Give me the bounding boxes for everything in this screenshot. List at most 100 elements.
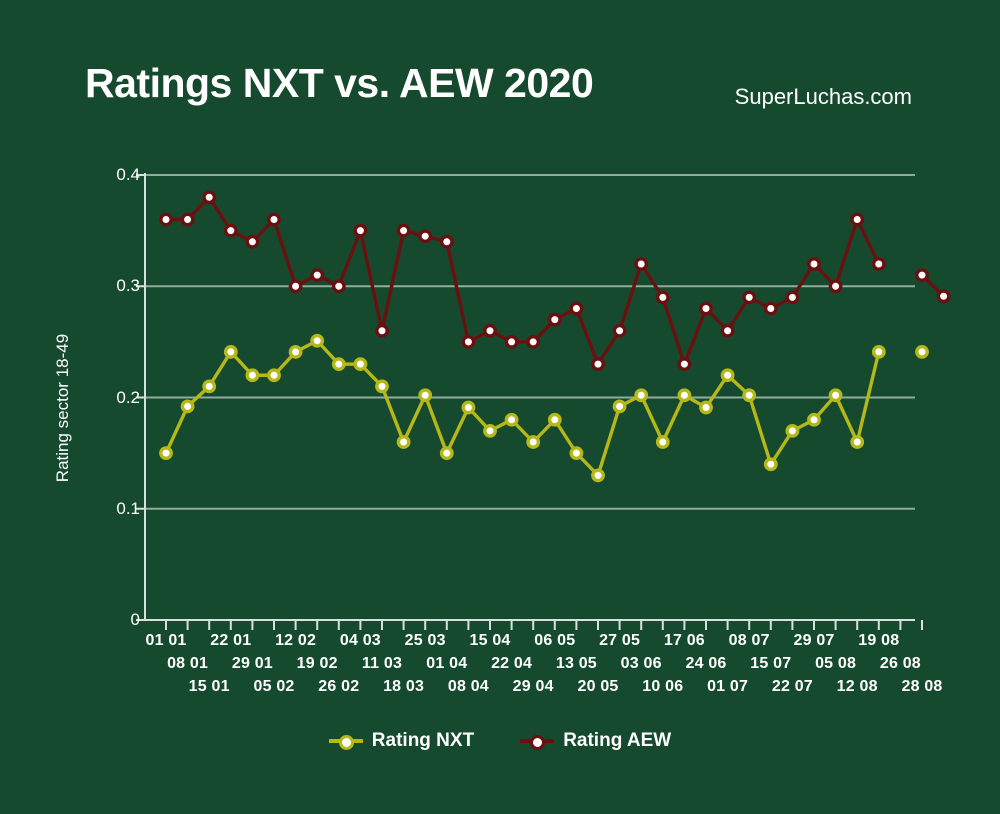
data-point-marker	[288, 344, 303, 359]
x-tick-label: 27 05	[599, 632, 641, 649]
data-point-marker	[180, 212, 195, 227]
x-tick-label: 29 04	[512, 678, 554, 695]
data-point-marker	[742, 290, 757, 305]
x-tick-label: 26 08	[879, 655, 921, 672]
data-point-marker	[655, 435, 670, 449]
data-point-marker	[569, 301, 584, 316]
data-point-marker	[850, 435, 865, 449]
data-point-marker	[526, 435, 541, 449]
data-point-marker	[742, 388, 757, 403]
data-point-marker	[418, 388, 433, 403]
data-point-marker	[807, 412, 821, 427]
x-tick-label: 01 01	[145, 632, 187, 649]
data-point-marker	[375, 379, 389, 394]
data-point-marker	[828, 279, 843, 294]
data-point-marker	[159, 446, 173, 461]
data-point-marker	[850, 212, 865, 227]
x-tick-label: 01 07	[707, 678, 749, 695]
data-point-marker	[353, 357, 368, 372]
data-point-marker	[223, 223, 238, 238]
x-tick-label: 15 01	[188, 678, 230, 695]
data-point-marker	[267, 212, 281, 227]
data-point-marker	[677, 357, 692, 372]
x-tick-label: 12 08	[836, 678, 878, 695]
data-point-marker	[915, 344, 929, 359]
data-point-marker	[202, 190, 217, 205]
y-tick-label: 0	[130, 610, 140, 629]
data-point-marker	[807, 257, 821, 271]
data-point-marker	[763, 301, 778, 316]
legend-item[interactable]: Rating AEW	[520, 730, 671, 752]
data-point-marker	[785, 290, 800, 305]
data-point-marker	[331, 279, 346, 294]
data-point-marker	[634, 257, 649, 271]
legend-label: Rating NXT	[371, 730, 475, 751]
data-point-marker	[180, 399, 195, 414]
data-point-marker	[677, 388, 692, 403]
data-point-marker	[396, 223, 411, 238]
data-point-marker	[591, 468, 605, 483]
x-tick-label: 26 02	[318, 678, 360, 695]
x-tick-label: 22 07	[771, 678, 813, 695]
x-tick-label: 01 04	[426, 655, 468, 672]
gridlines	[145, 174, 915, 510]
data-point-marker	[699, 301, 713, 316]
data-series	[159, 190, 951, 483]
data-point-marker	[504, 412, 519, 427]
x-tick-label: 17 06	[663, 632, 705, 649]
data-point-marker	[202, 379, 217, 394]
data-point-marker	[634, 388, 649, 403]
page-title: Ratings NXT vs. AEW 2020	[85, 60, 594, 106]
data-point-marker	[915, 268, 929, 283]
x-tick-label: 22 04	[491, 655, 533, 672]
data-point-marker	[547, 312, 562, 327]
x-tick-label: 08 01	[167, 655, 209, 672]
data-point-marker	[461, 334, 476, 349]
data-point-marker	[936, 289, 951, 304]
data-point-marker	[612, 323, 627, 338]
data-point-marker	[526, 334, 541, 349]
x-tick-label: 10 06	[642, 678, 684, 695]
x-tick-label: 08 04	[447, 678, 489, 695]
legend-marker-icon	[520, 733, 555, 750]
y-tick-label: 0.3	[116, 276, 140, 296]
x-tick-label: 15 04	[469, 632, 511, 649]
x-tick-label: 24 06	[685, 655, 727, 672]
data-point-marker	[504, 334, 519, 349]
legend-item[interactable]: Rating NXT	[328, 730, 475, 752]
y-tick-label: 0.1	[116, 498, 140, 518]
x-tick-label: 04 03	[339, 632, 381, 649]
site-attribution: SuperLuchas.com	[734, 84, 912, 109]
data-point-marker	[461, 400, 476, 415]
x-tick-label: 22 01	[210, 632, 252, 649]
data-point-marker	[828, 388, 843, 403]
data-point-marker	[763, 457, 778, 472]
data-point-marker	[223, 344, 238, 359]
y-tick-label: 0.4	[116, 165, 140, 184]
data-point-marker	[331, 357, 346, 372]
x-tick-label: 18 03	[383, 678, 425, 695]
x-tick-label: 05 08	[815, 655, 857, 672]
x-tick-label: 06 05	[534, 632, 576, 649]
data-point-marker	[245, 368, 260, 383]
data-point-marker	[720, 368, 735, 383]
data-point-marker	[699, 400, 713, 415]
data-point-marker	[483, 323, 497, 338]
x-tick-label: 13 05	[555, 655, 597, 672]
x-tick-label: 11 03	[361, 655, 403, 672]
data-point-marker	[871, 257, 886, 271]
data-point-marker	[785, 423, 800, 438]
x-tick-label: 05 02	[253, 678, 295, 695]
x-tick-label: 28 08	[901, 678, 943, 695]
x-tick-label: 19 02	[296, 655, 338, 672]
x-tick-label: 19 08	[858, 632, 900, 649]
x-tick-label: 20 05	[577, 678, 619, 695]
data-point-marker	[288, 279, 303, 294]
data-point-marker	[439, 446, 454, 461]
data-point-marker	[310, 268, 325, 283]
chart-legend: Rating NXT Rating AEW	[0, 730, 1000, 752]
legend-marker-icon	[328, 733, 363, 750]
series-line	[164, 339, 881, 478]
